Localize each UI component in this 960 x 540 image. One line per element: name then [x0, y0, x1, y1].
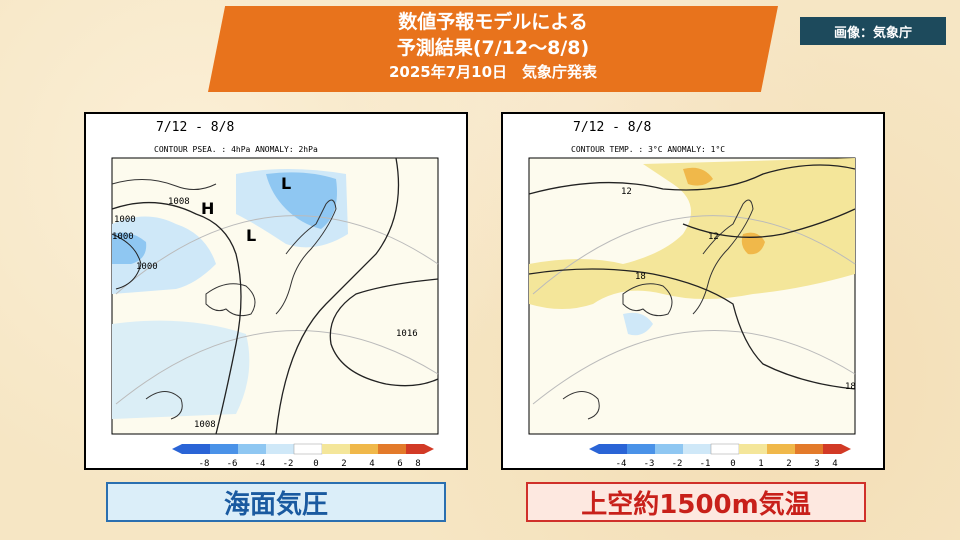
legend-swatch [627, 444, 655, 454]
latitude-arc [532, 215, 856, 295]
legend-tick: 4 [369, 459, 374, 468]
title-line1: 数値予報モデルによる [398, 11, 588, 33]
contour-label: 1000 [136, 262, 158, 272]
contour-label: 1016 [396, 329, 418, 339]
contour-info: CONTOUR PSEA. : 4hPa ANOMALY: 2hPa [154, 145, 318, 154]
temperature-caption: 上空約1500m気温 [526, 482, 866, 522]
legend-tick: 1 [758, 459, 763, 468]
coastline-korea [622, 283, 673, 317]
legend-swatch [322, 444, 350, 454]
negative-anomaly-core [266, 172, 337, 229]
contour-label: 1008 [194, 420, 216, 430]
legend-swatch [238, 444, 266, 454]
legend-tick: -2 [672, 459, 683, 468]
isobar [111, 233, 142, 290]
contour-label: 18 [635, 272, 646, 282]
temperature-map: 7/12 - 8/8 CONTOUR TEMP. : 3°C ANOMALY: … [528, 120, 856, 468]
legend-swatch [599, 444, 627, 454]
legend-swatch [767, 444, 795, 454]
legend-tick: 2 [341, 459, 346, 468]
color-legend: -8 -6 -4 -2 0 2 4 6 8 [172, 443, 434, 468]
legend-swatch [293, 443, 323, 455]
positive-anomaly-core [741, 232, 765, 255]
pressure-map-panel: 7/12 - 8/8 CONTOUR PSEA. : 4hPa ANOMALY:… [84, 112, 468, 470]
legend-tick: -1 [700, 459, 711, 468]
legend-tick: -8 [199, 459, 210, 468]
legend-swatch [350, 444, 378, 454]
legend-swatch [710, 443, 740, 455]
contour-label: 18 [845, 382, 856, 392]
isotherm [528, 268, 856, 390]
contour-label: 12 [621, 187, 632, 197]
legend-tick: 4 [832, 459, 837, 468]
latitude-arc [115, 215, 439, 295]
legend-tick: 2 [786, 459, 791, 468]
contour-label: 1008 [168, 197, 190, 207]
high-pressure-mark: H [201, 199, 214, 218]
negative-anomaly-south [112, 320, 250, 419]
negative-anomaly-west [112, 216, 216, 294]
isotherm [682, 208, 856, 238]
legend-swatch [406, 444, 424, 454]
legend-swatch [795, 444, 823, 454]
coastline-japan [275, 199, 337, 315]
legend-tick: -3 [644, 459, 655, 468]
latitude-arc [115, 330, 439, 405]
legend-swatch [683, 444, 711, 454]
period-label: 7/12 - 8/8 [573, 120, 651, 135]
latitude-arc [532, 330, 856, 405]
legend-swatch [182, 444, 210, 454]
temperature-map-panel: 7/12 - 8/8 CONTOUR TEMP. : 3°C ANOMALY: … [501, 112, 885, 470]
negative-anomaly-area [623, 312, 653, 336]
legend-swatch [655, 444, 683, 454]
map-area: 1008 1000 1000 1000 1016 1008 H L L [111, 157, 439, 435]
legend-tick: 0 [313, 459, 318, 468]
legend-swatch [739, 444, 767, 454]
legend-tick: 0 [730, 459, 735, 468]
legend-tick: -2 [283, 459, 294, 468]
low-pressure-mark: L [281, 174, 291, 193]
isobar [275, 157, 400, 435]
legend-tick: -6 [227, 459, 238, 468]
pressure-map: 7/12 - 8/8 CONTOUR PSEA. : 4hPa ANOMALY:… [111, 120, 439, 468]
positive-anomaly-core [683, 167, 713, 186]
legend-swatch [210, 444, 238, 454]
pressure-caption: 海面気圧 [106, 482, 446, 522]
contour-label: 1000 [112, 232, 134, 242]
positive-anomaly-area [529, 158, 855, 309]
legend-tick: -4 [255, 459, 266, 468]
coastline-north [111, 178, 217, 190]
image-credit: 画像：気象庁 [800, 17, 946, 45]
legend-tick: 6 [397, 459, 402, 468]
legend-swatch [266, 444, 294, 454]
legend-swatch [823, 444, 841, 454]
color-legend: -4 -3 -2 -1 0 1 2 3 4 [589, 443, 851, 468]
low-pressure-mark: L [246, 226, 256, 245]
title-line2: 予測結果(7/12～8/8) [396, 37, 590, 59]
isobar [111, 201, 242, 435]
contour-label: 1000 [114, 215, 136, 225]
title-line3: 2025年7月10日 気象庁発表 [388, 63, 598, 81]
legend-tick: 3 [814, 459, 819, 468]
map-area: 12 12 18 18 [528, 157, 856, 435]
isotherm [528, 164, 856, 195]
contour-info: CONTOUR TEMP. : 3°C ANOMALY: 1°C [571, 145, 725, 154]
contour-label: 12 [708, 232, 719, 242]
legend-tick: 8 [415, 459, 420, 468]
title-banner: 数値予報モデルによる 予測結果(7/12～8/8) 2025年7月10日 気象庁… [208, 6, 778, 92]
coastline-taiwan [562, 391, 600, 420]
coastline-korea [205, 283, 256, 317]
legend-tick: -4 [616, 459, 627, 468]
coastline-taiwan [145, 391, 183, 420]
legend-swatch [378, 444, 406, 454]
coastline-japan [692, 199, 754, 315]
isobar [329, 278, 439, 387]
period-label: 7/12 - 8/8 [156, 120, 234, 135]
